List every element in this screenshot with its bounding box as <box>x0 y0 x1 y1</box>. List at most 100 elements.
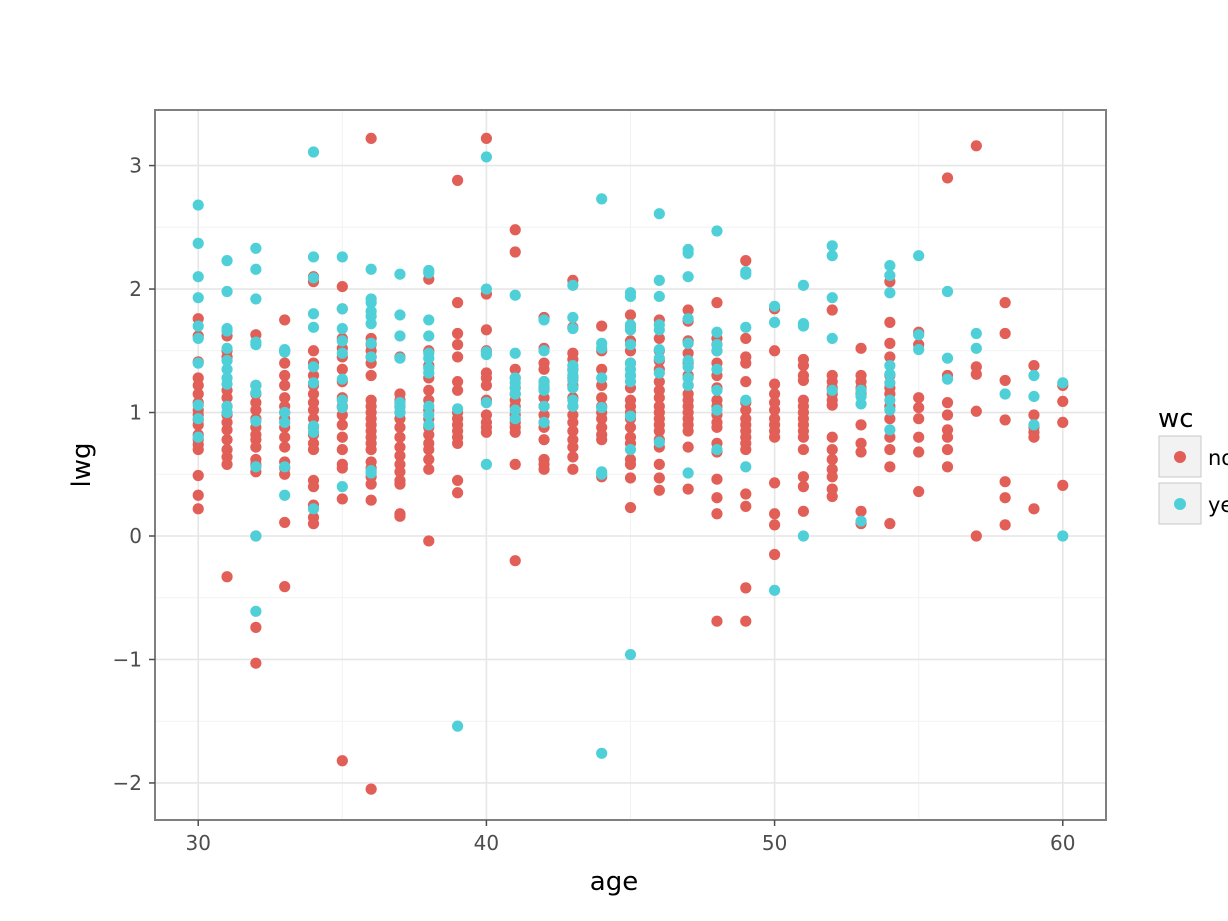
data-point-yes <box>740 461 752 473</box>
x-axis: 30 40 50 60 <box>186 820 1075 855</box>
data-point-yes <box>394 309 406 321</box>
data-point-no <box>855 342 867 354</box>
data-point-no <box>394 441 406 453</box>
data-point-yes <box>682 337 694 349</box>
data-point-no <box>192 489 204 501</box>
data-point-no <box>913 392 925 404</box>
data-point-yes <box>509 289 521 301</box>
data-point-yes <box>307 361 320 373</box>
data-point-yes <box>307 503 320 515</box>
data-point-no <box>740 582 752 594</box>
data-point-yes <box>509 413 521 425</box>
data-point-yes <box>480 348 493 361</box>
data-point-no <box>711 421 723 433</box>
data-point-yes <box>250 263 262 275</box>
data-point-yes <box>480 397 493 409</box>
data-point-no <box>624 472 637 484</box>
data-point-no <box>999 519 1011 531</box>
data-point-yes <box>221 325 233 337</box>
data-point-no <box>653 472 665 484</box>
data-point-yes <box>884 424 896 436</box>
data-point-no <box>768 519 781 531</box>
data-point-no <box>336 755 348 767</box>
data-point-no <box>768 388 781 400</box>
data-point-no <box>740 357 752 369</box>
data-point-no <box>768 508 781 520</box>
data-point-no <box>423 463 435 475</box>
data-point-no <box>797 360 810 372</box>
legend: wc no yes <box>1158 404 1228 525</box>
data-point-yes <box>394 268 406 280</box>
data-point-yes <box>653 343 665 356</box>
data-point-yes <box>941 285 954 298</box>
data-point-yes <box>1028 369 1040 382</box>
data-point-no <box>1057 416 1069 428</box>
data-point-yes <box>336 481 348 493</box>
data-point-no <box>250 657 262 669</box>
data-point-yes <box>307 272 320 284</box>
data-point-no <box>1028 360 1040 372</box>
data-point-no <box>221 458 233 470</box>
data-point-no <box>884 443 896 456</box>
panel-border <box>154 109 1107 821</box>
data-point-no <box>797 431 810 443</box>
data-point-yes <box>336 335 348 347</box>
legend-item-no: no <box>1158 435 1228 478</box>
data-point-no <box>941 172 954 184</box>
data-point-yes <box>221 355 233 367</box>
data-point-yes <box>538 400 550 412</box>
data-point-yes <box>279 461 291 473</box>
data-point-no <box>624 309 637 321</box>
data-point-no <box>221 392 233 404</box>
data-point-no <box>855 437 867 449</box>
data-point-no <box>711 492 723 504</box>
data-point-no <box>855 446 867 458</box>
data-point-no <box>307 345 320 357</box>
data-point-yes <box>423 400 435 412</box>
data-point-yes <box>423 367 435 379</box>
data-point-no <box>279 314 291 326</box>
data-point-no <box>768 477 781 489</box>
data-point-yes <box>653 290 665 303</box>
data-point-yes <box>250 339 262 351</box>
data-point-no <box>394 421 406 433</box>
data-point-no <box>999 476 1011 488</box>
data-point-no <box>797 505 810 517</box>
data-point-yes <box>307 308 320 320</box>
data-point-yes <box>250 530 262 542</box>
data-point-yes <box>884 368 896 380</box>
data-point-yes <box>740 268 752 280</box>
data-point-yes <box>884 377 896 389</box>
data-point-yes <box>711 225 723 237</box>
data-point-no <box>711 615 723 627</box>
data-point-no <box>538 434 550 446</box>
data-point-yes <box>365 263 377 275</box>
data-point-yes <box>624 648 637 661</box>
data-point-yes <box>221 285 233 298</box>
data-point-yes <box>192 413 204 425</box>
data-point-yes <box>797 530 810 542</box>
data-point-yes <box>653 208 665 220</box>
data-point-yes <box>913 343 925 356</box>
data-point-no <box>768 548 781 561</box>
data-point-no <box>480 132 493 144</box>
data-point-no <box>596 434 608 446</box>
data-point-yes <box>596 747 608 759</box>
data-point-no <box>480 379 493 391</box>
legend-item-yes: yes <box>1158 482 1228 525</box>
data-point-no <box>1057 395 1069 408</box>
data-point-no <box>711 297 723 309</box>
data-point-yes <box>250 293 262 305</box>
data-point-yes <box>336 347 348 359</box>
data-point-no <box>279 357 291 369</box>
data-point-yes <box>826 292 838 304</box>
data-point-yes <box>250 461 262 473</box>
data-point-yes <box>221 363 233 375</box>
data-point-yes <box>999 388 1011 400</box>
data-point-yes <box>480 458 493 470</box>
legend-label-no: no <box>1208 446 1228 470</box>
data-point-no <box>941 443 954 456</box>
data-point-no <box>567 416 579 428</box>
data-point-yes <box>365 297 377 309</box>
data-point-yes <box>192 320 204 332</box>
